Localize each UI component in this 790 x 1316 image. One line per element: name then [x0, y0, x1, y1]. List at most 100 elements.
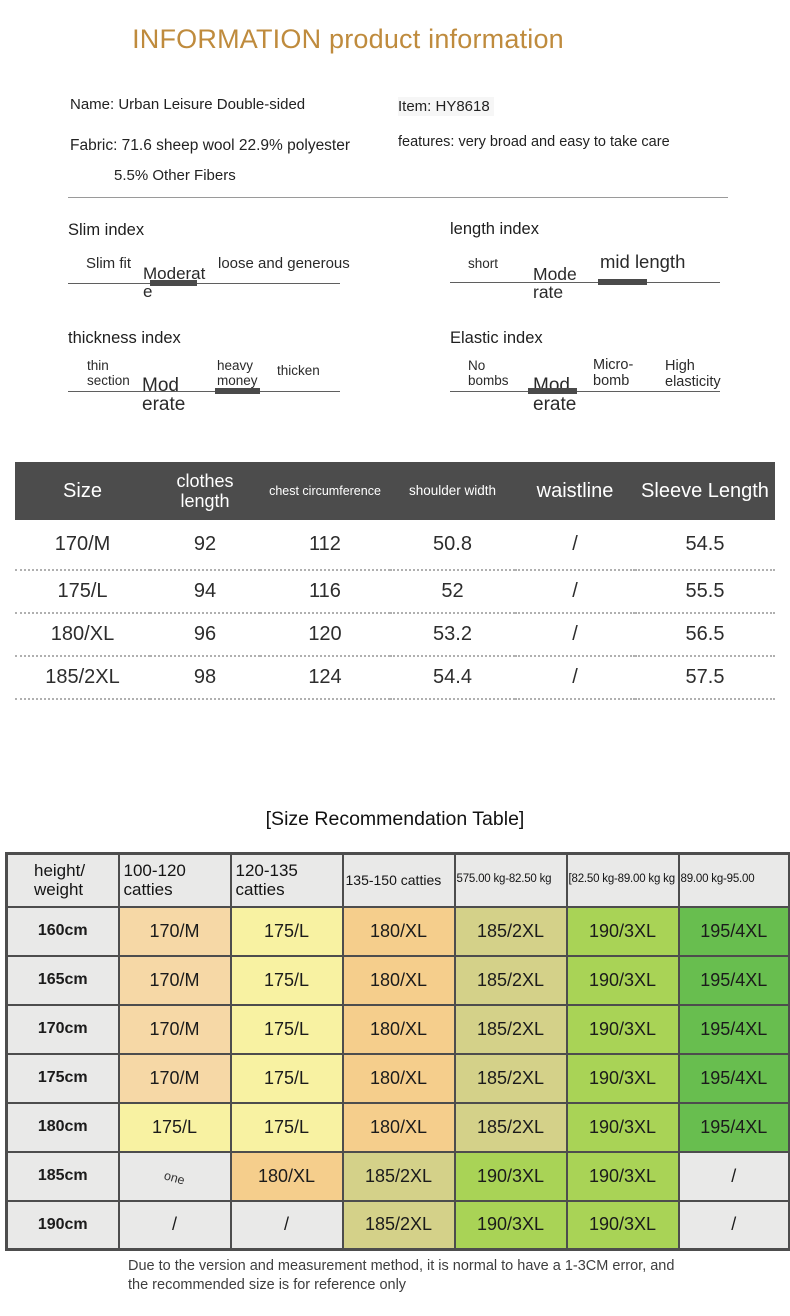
- size-cell: /: [677, 1199, 790, 1251]
- size-cell: 195/4XL: [677, 1101, 790, 1153]
- size-cell: 190/3XL: [565, 905, 680, 957]
- size-cell: 180/XL: [341, 1052, 456, 1104]
- elastic-index-section: Elastic index No bombs Moderate Micro-bo…: [450, 329, 721, 425]
- size-cell: 190/3XL: [565, 954, 680, 1006]
- height-cell: 160cm: [5, 905, 120, 957]
- size-cell: 190/3XL: [565, 1199, 680, 1251]
- size-spec-row: 180/XL 96 120 53.2 / 56.5: [15, 613, 775, 657]
- size-cell: 170/M: [117, 1003, 232, 1055]
- size-spec-cell: 98: [150, 656, 260, 700]
- footer-note: Due to the version and measurement metho…: [128, 1258, 675, 1293]
- index-label: loose and generous: [218, 255, 350, 272]
- size-cell: 185/2XL: [341, 1150, 456, 1202]
- size-cell: 185/2XL: [453, 954, 568, 1006]
- recommendation-row: 190cm / / 185/2XL 190/3XL 190/3XL /: [5, 1199, 790, 1251]
- size-spec-cell: 112: [260, 520, 390, 571]
- size-cell: /: [117, 1199, 232, 1251]
- length-index-section: length index short Moderate mid length: [450, 220, 720, 316]
- index-label: mid length: [600, 251, 686, 272]
- recommendation-header-cell: [82.50 kg-89.00 kg kg: [565, 852, 680, 908]
- height-cell: 180cm: [5, 1101, 120, 1153]
- size-cell: 175/L: [229, 954, 344, 1006]
- recommendation-row: 160cm 170/M 175/L 180/XL 185/2XL 190/3XL…: [5, 905, 790, 957]
- size-spec-cell: 185/2XL: [15, 656, 150, 700]
- size-cell: 195/4XL: [677, 1003, 790, 1055]
- index-selected-marker: [150, 280, 197, 286]
- recommendation-row: 165cm 170/M 175/L 180/XL 185/2XL 190/3XL…: [5, 954, 790, 1006]
- height-cell: 185cm: [5, 1150, 120, 1202]
- recommendation-header-cell: 100-120 catties: [117, 852, 232, 908]
- size-cell: 185/2XL: [453, 1101, 568, 1153]
- size-recommendation-table: height/ weight 100-120 catties 120-135 c…: [5, 852, 790, 1251]
- index-title: thickness index: [68, 329, 181, 347]
- size-cell: /: [677, 1150, 790, 1202]
- size-cell: 180/XL: [341, 905, 456, 957]
- size-cell: 180/XL: [341, 1003, 456, 1055]
- size-cell: 190/3XL: [565, 1150, 680, 1202]
- size-spec-header-cell: Sleeve Length: [635, 462, 775, 520]
- size-spec-cell: /: [515, 656, 635, 700]
- section-divider: [68, 197, 728, 198]
- size-cell: /: [229, 1199, 344, 1251]
- recommendation-header-row: height/ weight 100-120 catties 120-135 c…: [5, 852, 790, 908]
- size-spec-cell: 116: [260, 570, 390, 614]
- index-label: Slim fit: [86, 255, 131, 272]
- index-scale-line: [450, 282, 720, 283]
- index-label: No bombs: [468, 358, 509, 389]
- recommendation-header-cell: height/ weight: [5, 852, 120, 908]
- recommendation-row: 180cm 175/L 175/L 180/XL 185/2XL 190/3XL…: [5, 1101, 790, 1153]
- size-cell: 195/4XL: [677, 1052, 790, 1104]
- index-label: heavy money: [217, 358, 258, 389]
- recommendation-header-cell: 575.00 kg-82.50 kg: [453, 852, 568, 908]
- size-spec-cell: 92: [150, 520, 260, 571]
- size-spec-cell: 180/XL: [15, 613, 150, 657]
- index-label: Micro-bomb: [593, 357, 634, 390]
- recommendation-row: 185cm one 180/XL 185/2XL 190/3XL 190/3XL…: [5, 1150, 790, 1202]
- height-cell: 175cm: [5, 1052, 120, 1104]
- product-name-label: Name: Urban Leisure Double-sided: [70, 96, 306, 113]
- index-label: Moderate: [142, 375, 186, 415]
- size-cell: 180/XL: [229, 1150, 344, 1202]
- index-label: thin section: [87, 358, 130, 389]
- size-spec-header-cell: waistline: [515, 462, 635, 520]
- product-fabric-label: Fabric: 71.6 sheep wool 22.9% polyester: [70, 137, 351, 154]
- size-spec-cell: 96: [150, 613, 260, 657]
- size-cell: 175/L: [229, 1003, 344, 1055]
- size-spec-header-cell: Size: [15, 462, 150, 520]
- index-title: Elastic index: [450, 329, 543, 347]
- size-spec-cell: /: [515, 570, 635, 614]
- size-spec-cell: 120: [260, 613, 390, 657]
- size-spec-cell: 94: [150, 570, 260, 614]
- size-spec-header-row: Size clothes length chest circumference …: [15, 462, 775, 520]
- size-cell: 195/4XL: [677, 905, 790, 957]
- size-cell: 190/3XL: [565, 1052, 680, 1104]
- size-cell: one: [117, 1150, 232, 1202]
- size-spec-cell: 52: [390, 570, 515, 614]
- recommendation-header-cell: 135-150 catties: [341, 852, 456, 908]
- size-spec-header-cell: shoulder width: [390, 462, 515, 520]
- size-cell: 185/2XL: [453, 1052, 568, 1104]
- size-cell: 175/L: [229, 905, 344, 957]
- recommendation-header-cell: 89.00 kg-95.00: [677, 852, 790, 908]
- height-cell: 190cm: [5, 1199, 120, 1251]
- product-item-label: Item: HY8618: [398, 97, 494, 116]
- size-cell: 185/2XL: [453, 1003, 568, 1055]
- slim-index-section: Slim index Slim fit Moderate loose and g…: [68, 221, 350, 317]
- product-fabric-line2: 5.5% Other Fibers: [114, 167, 236, 184]
- recommendation-table-title: [Size Recommendation Table]: [265, 808, 525, 830]
- index-label: Moderate: [533, 375, 577, 415]
- thickness-index-section: thickness index thin section Moderate he…: [68, 329, 340, 425]
- index-title: length index: [450, 220, 539, 238]
- product-features-label: features: very broad and easy to take ca…: [398, 134, 670, 150]
- size-spec-table: Size clothes length chest circumference …: [15, 462, 775, 700]
- size-cell: 180/XL: [341, 1101, 456, 1153]
- size-spec-header-cell: clothes length: [150, 462, 260, 520]
- size-spec-header-cell: chest circumference: [260, 462, 390, 520]
- index-selected-marker: [215, 388, 260, 394]
- height-cell: 170cm: [5, 1003, 120, 1055]
- index-label: thicken: [277, 363, 320, 378]
- size-cell: 170/M: [117, 905, 232, 957]
- size-cell: 175/L: [229, 1101, 344, 1153]
- size-cell: 190/3XL: [453, 1150, 568, 1202]
- index-title: Slim index: [68, 221, 145, 239]
